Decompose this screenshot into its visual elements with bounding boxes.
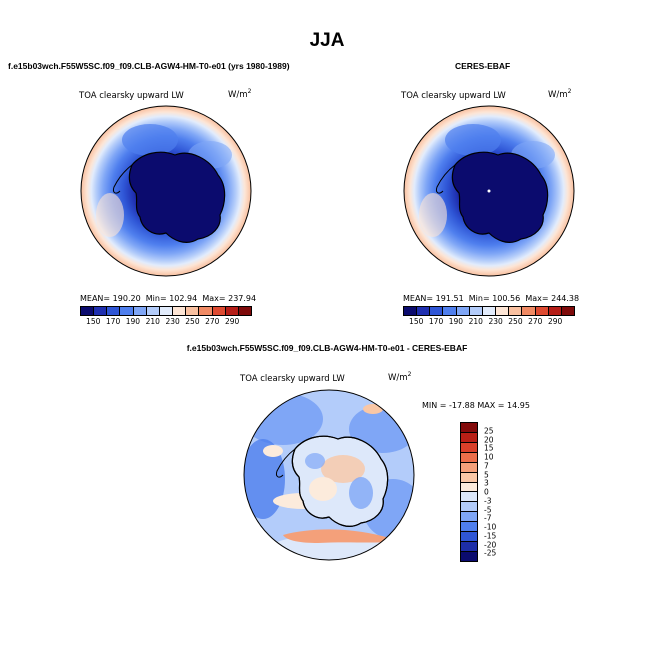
diff-colorbar-swatch: [461, 512, 477, 523]
diff-colorbar-tick: -25: [484, 548, 497, 558]
obs-antarctica-shape: [451, 151, 549, 243]
obs-colorbar-tick: 290: [547, 317, 563, 326]
diff-subtitle: f.e15b03wch.F55W5SC.f09_f09.CLB-AGW4-HM-…: [186, 343, 468, 353]
model-colorbar-swatch: [146, 307, 160, 315]
diff-colorbar-swatch: [461, 462, 477, 473]
diff-units: W/m2: [388, 371, 412, 383]
model-subtitle: f.e15b03wch.F55W5SC.f09_f09.CLB-AGW4-HM-…: [8, 61, 290, 71]
model-colorbar-swatch: [120, 307, 134, 315]
model-colorbar-tick: 150: [86, 317, 101, 326]
diff-colorbar-tick: -20: [484, 540, 497, 549]
diff-colorbar-tick: -15: [484, 531, 497, 541]
obs-colorbar-tick: 230: [488, 317, 503, 326]
diff-colorbar-swatch: [461, 532, 477, 543]
obs-colorbar-tick: 250: [508, 317, 523, 326]
obs-colorbar-tick: 210: [468, 317, 483, 326]
model-colorbar-swatch: [133, 307, 147, 315]
model-colorbar-swatch: [212, 307, 226, 315]
diff-colorbar-swatch: [461, 432, 477, 443]
obs-colorbar-swatch: [561, 307, 575, 315]
diff-colorbar-tick: -10: [484, 522, 497, 532]
obs-colorbar-tick: 170: [428, 317, 444, 326]
obs-colorbar-tick: 190: [448, 317, 464, 326]
model-antarctica-shape: [128, 151, 226, 243]
diff-variable-label: TOA clearsky upward LW: [240, 374, 345, 384]
obs-colorbar-swatch: [430, 307, 444, 315]
obs-units: W/m2: [548, 88, 572, 100]
model-colorbar-tick: 170: [105, 317, 121, 326]
model-colorbar-swatch: [173, 307, 187, 315]
diff-colorbar-tick: -5: [484, 505, 492, 514]
model-colorbar-swatch: [238, 307, 252, 315]
obs-stats: MEAN= 191.51 Min= 100.56 Max= 244.38: [403, 294, 580, 303]
pole-marker: [487, 189, 491, 193]
diff-colorbar-tick: 5: [484, 470, 489, 479]
diff-colorbar-swatch: [461, 472, 477, 483]
diff-colorbar-tick: -3: [484, 496, 492, 506]
diff-colorbar-swatch: [461, 482, 477, 493]
obs-colorbar-tick: 150: [409, 317, 424, 326]
diff-colorbar-swatch: [461, 502, 477, 513]
obs-colorbar-swatch: [443, 307, 457, 315]
obs-subtitle: CERES-EBAF: [455, 61, 511, 71]
obs-polar-map: [403, 105, 575, 277]
diff-colorbar-swatch: [461, 492, 477, 503]
obs-colorbar-swatch: [548, 307, 562, 315]
model-colorbar-swatch: [225, 307, 239, 315]
model-colorbar-swatch: [199, 307, 213, 315]
model-polar-map: [80, 105, 252, 277]
obs-colorbar-swatch: [535, 307, 549, 315]
model-colorbar-tick: 250: [185, 317, 200, 326]
diff-colorbar-swatch: [461, 522, 477, 533]
model-colorbar-swatch: [81, 307, 95, 315]
model-colorbar-swatch: [94, 307, 108, 315]
obs-colorbar-swatch: [522, 307, 536, 315]
diff-colorbar-swatch: [461, 452, 477, 463]
diff-colorbar: 25 20 15 10 7 5 3 0 -3 -5 -7 -10 -15 -20 -25: [460, 422, 520, 567]
model-colorbar: 150 170 190 210 230 250 270 290: [80, 306, 252, 330]
diff-colorbar-tick: 0: [484, 487, 489, 497]
model-colorbar-tick: 270: [205, 317, 220, 326]
diff-colorbar-tick: 7: [484, 461, 489, 471]
obs-colorbar-swatch: [509, 307, 523, 315]
diff-colorbar-tick: 25: [484, 426, 494, 436]
diff-colorbar-swatch: [461, 542, 477, 552]
page-title: JJA: [309, 30, 345, 51]
model-colorbar-swatch: [186, 307, 200, 315]
diff-colorbar-tick: 3: [484, 478, 489, 488]
diff-colorbar-tick: 10: [484, 452, 494, 462]
diff-colorbar-swatch: [461, 423, 477, 433]
obs-colorbar-swatch: [456, 307, 470, 315]
obs-colorbar-swatch: [496, 307, 510, 315]
model-colorbar-swatch: [107, 307, 121, 315]
model-colorbar-tick: 290: [224, 317, 240, 326]
model-variable-label: TOA clearsky upward LW: [79, 91, 184, 101]
diff-stats: MIN = -17.88 MAX = 14.95: [422, 401, 530, 410]
obs-colorbar-swatch: [404, 307, 418, 315]
model-stats: MEAN= 190.20 Min= 102.94 Max= 237.94: [80, 294, 257, 303]
diff-colorbar-tick: 15: [484, 443, 494, 453]
diff-colorbar-swatch: [461, 551, 477, 561]
obs-colorbar: 150 170 190 210 230 250 270 290: [403, 306, 575, 330]
model-units: W/m2: [228, 88, 252, 100]
model-colorbar-tick: 230: [165, 317, 180, 326]
diff-colorbar-tick: -7: [484, 513, 492, 523]
obs-colorbar-swatch: [417, 307, 431, 315]
obs-variable-label: TOA clearsky upward LW: [401, 91, 506, 101]
model-colorbar-tick: 210: [145, 317, 160, 326]
model-colorbar-swatch: [159, 307, 174, 315]
model-colorbar-tick: 190: [125, 317, 141, 326]
diff-colorbar-tick: 20: [484, 435, 494, 444]
obs-colorbar-swatch: [482, 307, 497, 315]
obs-colorbar-swatch: [469, 307, 483, 315]
diff-polar-map: [243, 389, 415, 561]
diff-colorbar-swatch: [461, 442, 477, 453]
obs-colorbar-tick: 270: [528, 317, 543, 326]
